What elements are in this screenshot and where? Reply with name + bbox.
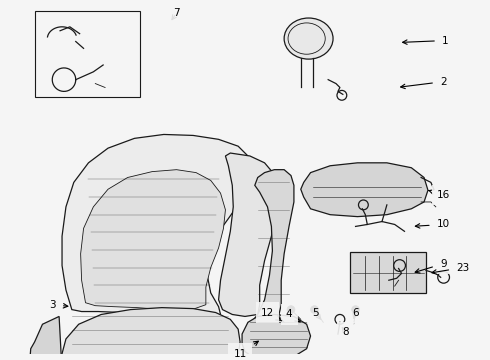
Circle shape <box>311 306 319 314</box>
Text: 1: 1 <box>403 36 449 45</box>
Polygon shape <box>62 308 240 360</box>
Text: 18: 18 <box>0 359 1 360</box>
Text: 14: 14 <box>0 359 1 360</box>
Text: 10: 10 <box>416 220 450 229</box>
Polygon shape <box>81 170 225 311</box>
Polygon shape <box>62 134 250 318</box>
Circle shape <box>287 306 295 314</box>
Polygon shape <box>250 170 294 329</box>
Text: 2: 2 <box>401 77 447 89</box>
Text: 12: 12 <box>261 307 282 321</box>
Text: 3: 3 <box>49 300 68 310</box>
Text: 6: 6 <box>352 307 359 319</box>
Polygon shape <box>219 153 279 316</box>
Ellipse shape <box>284 18 333 59</box>
Text: 11: 11 <box>233 341 258 359</box>
Text: 20: 20 <box>0 359 1 360</box>
Text: 4: 4 <box>286 310 300 322</box>
Text: 8: 8 <box>343 327 349 337</box>
Text: 22: 22 <box>0 359 1 360</box>
Text: 16: 16 <box>429 190 450 200</box>
Polygon shape <box>252 359 294 360</box>
Polygon shape <box>301 163 428 217</box>
Text: 7: 7 <box>172 8 180 19</box>
Text: 19: 19 <box>0 359 1 360</box>
Polygon shape <box>30 316 62 360</box>
Polygon shape <box>242 315 311 360</box>
Circle shape <box>352 306 360 314</box>
Text: 5: 5 <box>312 307 321 319</box>
Text: 23: 23 <box>432 262 470 274</box>
Text: 15: 15 <box>0 359 1 360</box>
Text: 13: 13 <box>0 359 1 360</box>
Text: 9: 9 <box>415 258 447 273</box>
Text: 17: 17 <box>0 359 1 360</box>
Text: 21: 21 <box>0 359 1 360</box>
FancyBboxPatch shape <box>350 252 426 293</box>
